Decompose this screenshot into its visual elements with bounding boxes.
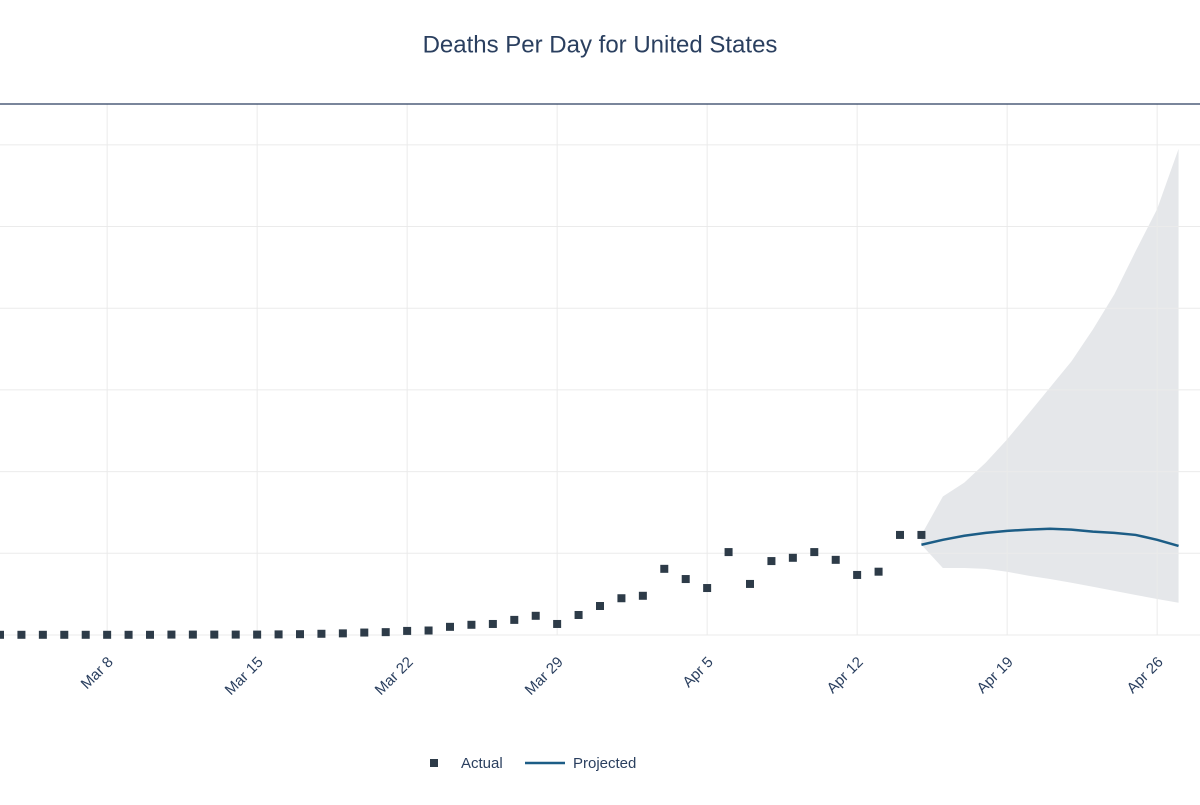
data-point (253, 630, 262, 639)
data-point (338, 629, 347, 638)
legend-label: Projected (573, 755, 636, 772)
data-point (788, 553, 797, 562)
x-tick-label: Mar 8 (78, 654, 117, 693)
data-point (574, 610, 583, 619)
data-point (381, 628, 390, 637)
x-tick-label: Apr 19 (974, 654, 1017, 697)
data-point (724, 548, 733, 557)
data-point (874, 567, 883, 576)
data-point (553, 619, 562, 628)
data-point (124, 630, 133, 639)
data-point (60, 630, 69, 639)
data-point (767, 557, 776, 566)
x-tick-label: Mar 15 (222, 654, 267, 699)
x-tick-label: Apr 12 (824, 654, 867, 697)
data-point (531, 611, 540, 620)
data-point (896, 530, 904, 539)
uncertainty-band (921, 148, 1179, 603)
data-point (103, 630, 112, 639)
data-point (853, 570, 862, 579)
data-point (360, 628, 369, 637)
data-point (231, 630, 240, 639)
data-point (810, 548, 819, 557)
data-point (38, 630, 47, 639)
data-point (167, 630, 176, 639)
data-point (317, 629, 326, 638)
data-point (510, 615, 519, 624)
data-point (81, 630, 90, 639)
data-point (596, 601, 604, 610)
data-point (488, 619, 497, 628)
data-point (660, 564, 669, 573)
x-tick-label: Apr 26 (1124, 654, 1167, 697)
data-point (638, 591, 647, 600)
legend-label: Actual (461, 755, 503, 772)
data-point (746, 579, 754, 588)
data-point (274, 630, 283, 639)
data-point (0, 630, 4, 639)
data-point (446, 622, 454, 631)
data-point (188, 630, 197, 639)
data-point (146, 630, 154, 639)
data-point (703, 584, 712, 593)
x-tick-label: Apr 5 (679, 654, 716, 691)
legend-marker (430, 759, 438, 767)
data-point (831, 555, 840, 564)
projection-line (921, 527, 1179, 548)
data-point (17, 630, 26, 639)
data-point (210, 630, 219, 639)
data-point (424, 626, 433, 635)
x-tick-label: Mar 29 (522, 654, 567, 699)
data-point (467, 620, 476, 629)
data-point (681, 575, 690, 584)
data-point (617, 594, 626, 603)
data-point (403, 626, 412, 635)
data-point (917, 530, 926, 539)
chart-title: Deaths Per Day for United States (423, 31, 778, 58)
data-point (296, 630, 304, 639)
x-tick-label: Mar 22 (372, 654, 417, 699)
